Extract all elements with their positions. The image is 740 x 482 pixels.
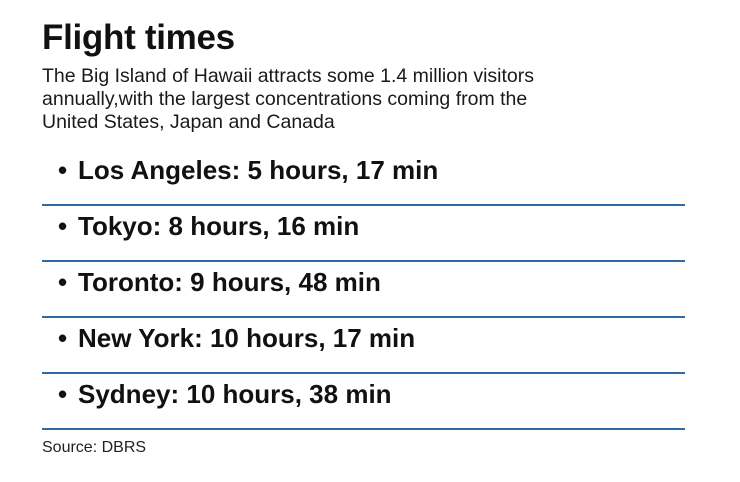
flight-time-label: Toronto: 9 hours, 48 min (78, 267, 381, 297)
list-item: • Los Angeles: 5 hours, 17 min (42, 150, 685, 206)
source-note: Source: DBRS (42, 439, 147, 456)
subtitle: The Big Island of Hawaii attracts some 1… (42, 65, 702, 134)
subtitle-line: annually,with the largest concentrations… (42, 88, 528, 110)
subtitle-line: United States, Japan and Canada (42, 111, 335, 133)
bullet-icon: • (58, 211, 68, 241)
list-item: • Sydney: 10 hours, 38 min (42, 374, 685, 430)
bullet-icon: • (58, 379, 68, 409)
list-item: • Toronto: 9 hours, 48 min (42, 262, 685, 318)
flight-time-label: Los Angeles: 5 hours, 17 min (78, 155, 439, 185)
flight-time-label: New York: 10 hours, 17 min (78, 323, 416, 353)
bullet-icon: • (58, 323, 68, 353)
list-item: • New York: 10 hours, 17 min (42, 318, 685, 374)
flight-times-list: • Los Angeles: 5 hours, 17 min • Tokyo: … (42, 150, 685, 430)
subtitle-line: The Big Island of Hawaii attracts some 1… (42, 65, 535, 87)
page-title: Flight times (42, 18, 235, 57)
flight-time-label: Tokyo: 8 hours, 16 min (78, 211, 360, 241)
flight-time-label: Sydney: 10 hours, 38 min (78, 379, 392, 409)
list-item: • Tokyo: 8 hours, 16 min (42, 206, 685, 262)
bullet-icon: • (58, 267, 68, 297)
bullet-icon: • (58, 155, 68, 185)
